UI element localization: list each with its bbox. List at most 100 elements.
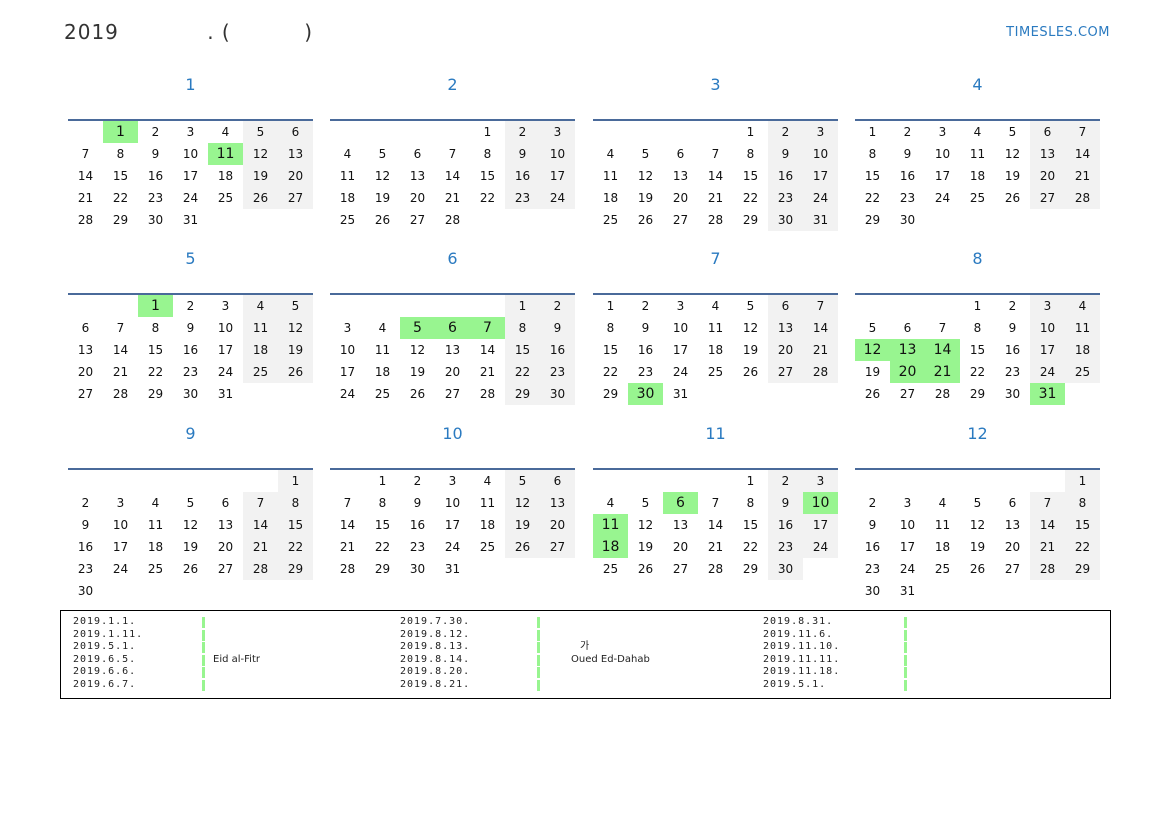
legend-marker: [904, 680, 907, 691]
day-cell: 23: [899, 191, 916, 205]
day-cell: 31: [182, 213, 199, 227]
day-cell: 25: [147, 562, 164, 576]
legend-marker: [202, 667, 205, 679]
day-cell: 8: [868, 147, 877, 161]
day-cell: 11: [243, 317, 278, 339]
day-cell: 24: [217, 365, 234, 379]
day-cell: 16: [768, 165, 803, 187]
month-title: 2: [447, 75, 458, 94]
day-cell: 16: [77, 540, 94, 554]
month-title: 8: [972, 249, 983, 268]
day-cell: 30: [77, 584, 94, 598]
day-cell: 3: [448, 474, 457, 488]
month-title: 1: [185, 75, 196, 94]
day-cell: 8: [278, 492, 313, 514]
month-rule: [330, 119, 575, 121]
day-cell: 24: [444, 540, 461, 554]
day-cell: 2: [868, 496, 877, 510]
day-cell: 12: [374, 169, 391, 183]
legend-date: 2019.5.1.: [763, 679, 827, 690]
day-cell: 2: [768, 470, 803, 492]
holiday-day-cell: 20: [890, 361, 925, 383]
day-cell: 3: [903, 496, 912, 510]
day-cell: 21: [1065, 165, 1100, 187]
day-cell: 1: [746, 474, 755, 488]
day-cell: 29: [602, 387, 619, 401]
day-cell: 10: [112, 518, 129, 532]
day-cell: 17: [182, 169, 199, 183]
day-cell: 15: [969, 343, 986, 357]
day-cell: 7: [711, 147, 720, 161]
day-cell: 16: [540, 339, 575, 361]
day-cell: 19: [505, 514, 540, 536]
day-cell: 25: [217, 191, 234, 205]
day-cell: 27: [77, 387, 94, 401]
day-cell: 12: [182, 518, 199, 532]
day-cell: 20: [409, 191, 426, 205]
day-cell: 20: [768, 339, 803, 361]
day-cell: 6: [540, 470, 575, 492]
day-cell: 1: [973, 299, 982, 313]
day-cell: 12: [505, 492, 540, 514]
day-cell: 7: [448, 147, 457, 161]
legend-date: 2019.11.18.: [763, 666, 841, 678]
holiday-day-cell: 21: [925, 361, 960, 383]
day-cell: 23: [1004, 365, 1021, 379]
day-cell: 28: [243, 558, 278, 580]
day-cell: 3: [938, 125, 947, 139]
day-cell: 9: [540, 317, 575, 339]
day-cell: 15: [602, 343, 619, 357]
day-cell: 14: [112, 343, 129, 357]
day-cell: 28: [1065, 187, 1100, 209]
day-cell: 20: [217, 540, 234, 554]
day-cell: 2: [186, 299, 195, 313]
month-title: 9: [185, 424, 196, 443]
day-cell: 6: [676, 147, 685, 161]
day-cell: 12: [243, 143, 278, 165]
brand-link[interactable]: TIMESLES.COM: [1006, 25, 1110, 40]
day-cell: 26: [182, 562, 199, 576]
day-cell: 12: [1004, 147, 1021, 161]
day-cell: 27: [540, 536, 575, 558]
day-cell: 4: [221, 125, 230, 139]
day-cell: 11: [602, 169, 619, 183]
day-cell: 23: [864, 562, 881, 576]
day-cell: 18: [374, 365, 391, 379]
day-cell: 13: [217, 518, 234, 532]
day-cell: 5: [278, 295, 313, 317]
day-cell: 22: [742, 540, 759, 554]
holiday-day-cell: 11: [208, 143, 243, 165]
day-cell: 19: [969, 540, 986, 554]
day-cell: 23: [147, 191, 164, 205]
month-rule: [593, 468, 838, 470]
day-cell: 17: [112, 540, 129, 554]
legend-marker: [904, 654, 907, 666]
day-cell: 11: [969, 147, 986, 161]
day-cell: 25: [1065, 361, 1100, 383]
day-cell: 23: [77, 562, 94, 576]
holiday-day-cell: 13: [890, 339, 925, 361]
day-cell: 22: [147, 365, 164, 379]
day-cell: 10: [1030, 317, 1065, 339]
day-cell: 16: [864, 540, 881, 554]
day-cell: 12: [278, 317, 313, 339]
month-rule: [855, 293, 1100, 295]
month-rule: [330, 468, 575, 470]
legend-date: 2019.5.1.: [73, 641, 137, 653]
legend-marker: [537, 617, 540, 628]
day-cell: 8: [746, 147, 755, 161]
day-cell: 10: [540, 143, 575, 165]
day-cell: 27: [444, 387, 461, 401]
holiday-day-cell: 10: [803, 492, 838, 514]
day-cell: 11: [934, 518, 951, 532]
month-rule: [855, 119, 1100, 121]
day-cell: 5: [746, 299, 755, 313]
day-cell: 7: [116, 321, 125, 335]
day-cell: 16: [182, 343, 199, 357]
day-cell: 18: [243, 339, 278, 361]
month-title: 7: [710, 249, 721, 268]
day-cell: 3: [186, 125, 195, 139]
day-cell: 30: [1004, 387, 1021, 401]
day-cell: 13: [409, 169, 426, 183]
day-cell: 6: [81, 321, 90, 335]
